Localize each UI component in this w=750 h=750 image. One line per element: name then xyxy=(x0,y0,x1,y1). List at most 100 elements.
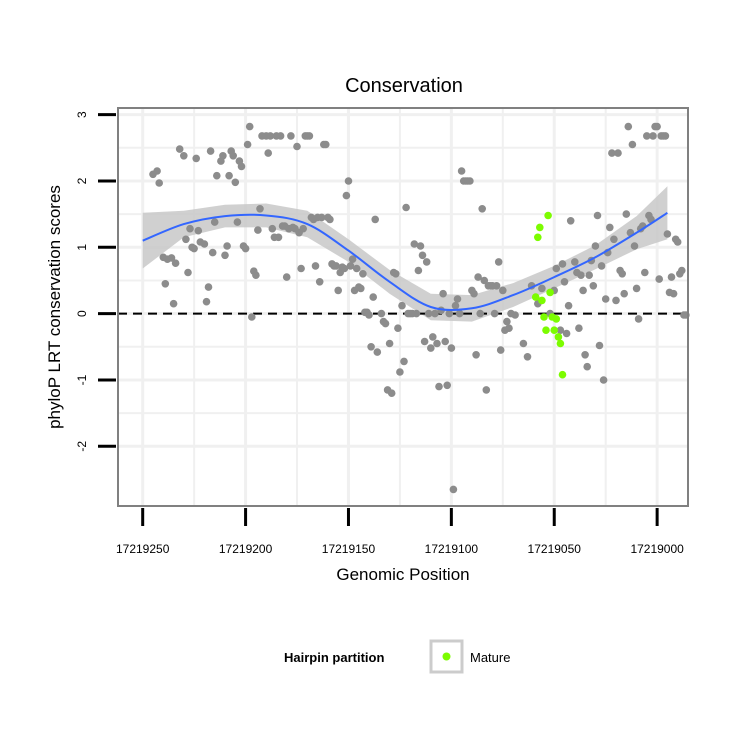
data-point xyxy=(661,132,670,140)
data-point xyxy=(359,270,367,278)
data-point xyxy=(161,280,170,288)
data-point xyxy=(213,171,221,180)
data-point xyxy=(503,317,511,326)
data-point xyxy=(186,224,194,233)
data-point xyxy=(556,326,565,335)
data-point xyxy=(601,295,610,303)
data-point xyxy=(410,240,419,248)
data-point xyxy=(505,324,513,333)
data-point xyxy=(474,273,482,281)
data-point xyxy=(392,270,400,278)
data-point xyxy=(210,218,219,226)
x-tick-label: 17219150 xyxy=(322,542,376,556)
data-point xyxy=(317,213,326,222)
legend-key-mature-point xyxy=(442,652,451,661)
data-point xyxy=(243,140,252,149)
data-point xyxy=(305,132,314,140)
data-point xyxy=(398,301,406,310)
x-axis: 17219250 17219200 17219150 17219100 17219050… xyxy=(116,508,684,556)
data-point xyxy=(581,351,589,359)
data-point xyxy=(628,140,637,149)
data-point xyxy=(245,122,254,131)
data-point xyxy=(299,224,308,233)
data-point xyxy=(669,289,678,298)
data-point xyxy=(476,309,485,318)
data-point xyxy=(564,301,573,310)
x-tick-label: 17219250 xyxy=(116,542,170,556)
data-point xyxy=(589,282,598,290)
x-tick-label: 17219100 xyxy=(425,542,479,556)
data-point xyxy=(606,223,614,232)
data-point xyxy=(523,353,532,361)
data-point xyxy=(394,324,402,333)
data-point xyxy=(169,299,178,308)
data-point xyxy=(225,171,233,180)
data-point xyxy=(591,242,600,250)
data-point xyxy=(412,309,421,318)
data-point xyxy=(342,191,351,200)
data-point xyxy=(429,333,437,341)
data-point xyxy=(396,368,404,376)
data-point xyxy=(439,289,447,298)
data-point xyxy=(167,254,176,262)
data-point xyxy=(445,309,454,318)
data-point xyxy=(231,178,240,187)
data-point xyxy=(221,251,229,260)
data-point xyxy=(332,262,340,270)
data-point xyxy=(494,258,503,266)
data-point xyxy=(653,122,661,131)
data-point xyxy=(649,132,657,140)
mature-point xyxy=(538,296,546,305)
data-point xyxy=(678,266,686,275)
data-point xyxy=(499,286,507,295)
data-point xyxy=(472,351,480,359)
data-point xyxy=(233,218,242,226)
smooth-line xyxy=(142,211,668,312)
data-point xyxy=(153,167,161,175)
data-point xyxy=(357,284,365,293)
data-point xyxy=(470,289,478,298)
plot-panel xyxy=(117,107,690,507)
data-point xyxy=(663,230,672,238)
data-point xyxy=(387,389,396,398)
data-point xyxy=(457,167,466,175)
data-point xyxy=(490,309,499,318)
data-point xyxy=(480,276,489,285)
data-point xyxy=(180,152,188,160)
data-point xyxy=(624,122,633,131)
mature-point xyxy=(554,333,563,341)
data-point xyxy=(252,271,260,280)
data-point xyxy=(643,132,651,140)
data-point xyxy=(256,205,264,213)
mature-point xyxy=(534,233,542,242)
data-point xyxy=(248,313,256,321)
data-point xyxy=(204,283,213,291)
data-point xyxy=(381,319,390,328)
data-point xyxy=(293,142,301,151)
data-point xyxy=(416,242,425,250)
data-point xyxy=(435,382,443,391)
data-point xyxy=(571,258,579,266)
data-point xyxy=(449,485,458,494)
data-point xyxy=(322,140,330,149)
data-point xyxy=(618,270,626,278)
data-point xyxy=(424,309,433,318)
data-point xyxy=(371,215,380,224)
legend-label-mature: Mature xyxy=(470,650,510,665)
data-point xyxy=(377,309,386,318)
data-point xyxy=(365,311,373,319)
data-point xyxy=(400,357,408,366)
data-point xyxy=(630,242,639,250)
data-point xyxy=(577,271,585,280)
legend-title: Hairpin partition xyxy=(284,650,384,665)
data-point xyxy=(433,339,441,348)
chart-title: Conservation xyxy=(345,75,463,97)
data-point xyxy=(268,224,277,233)
mature-point xyxy=(558,370,567,379)
data-point xyxy=(634,315,643,323)
data-point xyxy=(511,311,519,319)
mature-point xyxy=(536,223,544,232)
y-axis: -2 -1 0 1 2 3 xyxy=(75,111,116,452)
data-point xyxy=(192,154,200,163)
data-point xyxy=(346,262,355,270)
